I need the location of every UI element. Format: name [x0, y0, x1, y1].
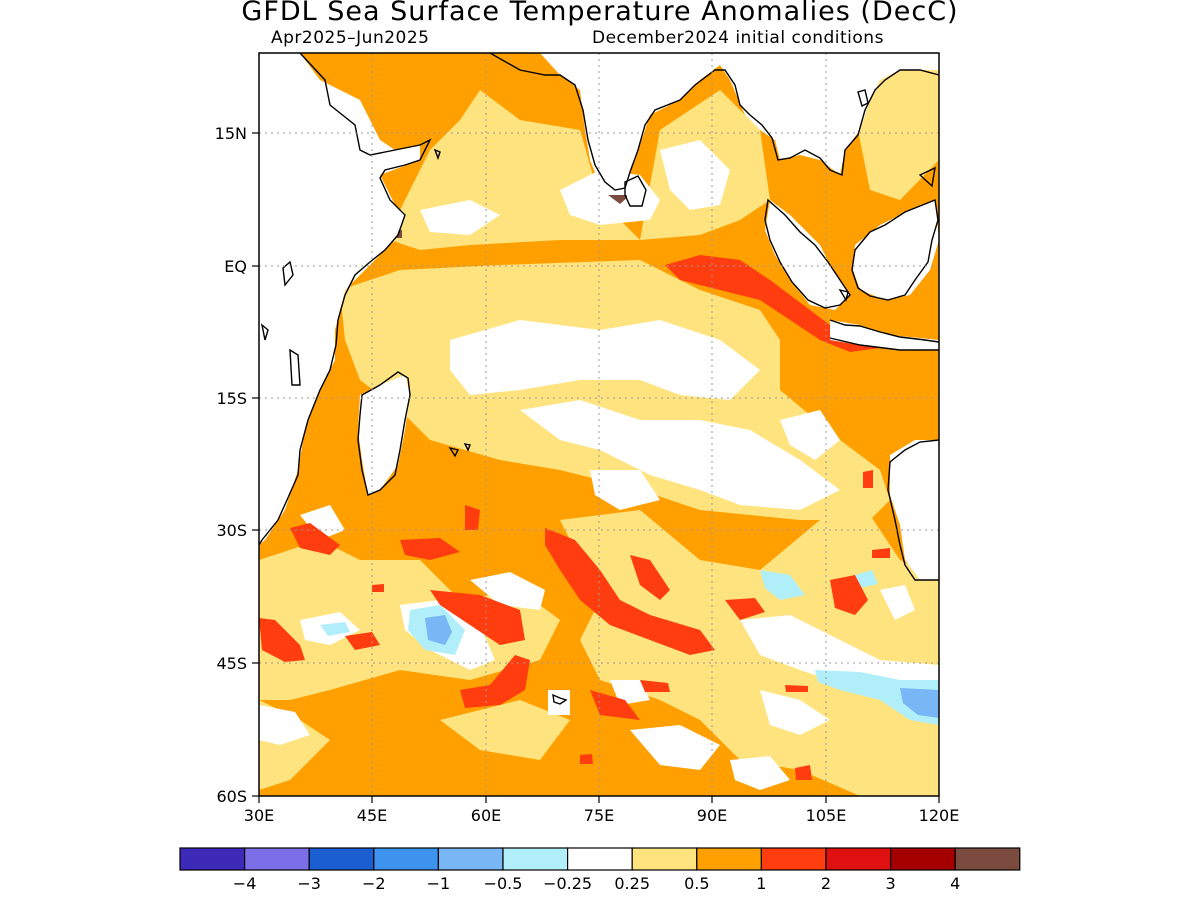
lat-tick-label: EQ: [224, 257, 247, 276]
colorbar-label: 0.25: [614, 874, 650, 893]
tick-marks: [252, 132, 940, 803]
colorbar-label: 2: [821, 874, 831, 893]
colorbar-label: −2: [362, 874, 386, 893]
lon-tick-label: 60E: [471, 806, 501, 825]
colorbar-swatch: [373, 847, 439, 871]
colorbar-swatch: [308, 847, 375, 871]
colorbar-swatch: [179, 847, 246, 871]
lon-tick-label: 120E: [919, 806, 960, 825]
colorbar-swatch: [889, 847, 956, 871]
lat-tick-label: 30S: [216, 521, 247, 540]
colorbar-label: 4: [950, 874, 960, 893]
colorbar-labels: −4 −3 −2 −1 −0.5 −0.25 0.25 0.5 1 2 3 4: [233, 874, 960, 893]
sst-anomaly-field: [259, 53, 939, 796]
colorbar-swatch: [696, 847, 762, 871]
lat-tick-label: 15N: [215, 124, 247, 143]
longitude-labels: 30E 45E 60E 75E 90E 105E 120E: [244, 806, 960, 825]
colorbar-swatch: [825, 847, 892, 871]
colorbar-label: 1: [756, 874, 766, 893]
lon-tick-label: 105E: [806, 806, 847, 825]
graticule: [259, 53, 939, 796]
forecast-period: Apr2025–Jun2025: [271, 28, 430, 48]
colorbar-swatch: [244, 847, 310, 871]
lat-tick-label: 60S: [216, 787, 247, 806]
map-title: GFDL Sea Surface Temperature Anomalies (…: [241, 0, 959, 27]
lat-tick-label: 15S: [216, 389, 247, 408]
lon-tick-label: 75E: [584, 806, 614, 825]
lon-tick-label: 30E: [244, 806, 274, 825]
colorbar-label: −4: [233, 874, 257, 893]
colorbar-swatch: [954, 847, 1021, 871]
colorbar-swatch: [437, 847, 504, 871]
colorbar-label: 3: [886, 874, 896, 893]
colorbar-label: −1: [427, 874, 451, 893]
colorbar-label: −0.5: [484, 874, 523, 893]
colorbar-swatch: [502, 847, 569, 871]
colorbar-swatch: [760, 847, 827, 871]
lat-tick-label: 45S: [216, 654, 247, 673]
colorbar-label: −0.25: [543, 874, 592, 893]
lon-tick-label: 45E: [357, 806, 387, 825]
colorbar: [179, 847, 1021, 871]
lon-tick-label: 90E: [697, 806, 727, 825]
colorbar-label: −3: [297, 874, 321, 893]
colorbar-swatch: [566, 847, 633, 871]
colorbar-label: 0.5: [684, 874, 709, 893]
colorbar-swatch: [631, 847, 698, 871]
latitude-labels: 15N EQ 15S 30S 45S 60S: [215, 124, 247, 806]
initial-conditions: December2024 initial conditions: [592, 28, 884, 48]
coastlines: [259, 53, 939, 705]
